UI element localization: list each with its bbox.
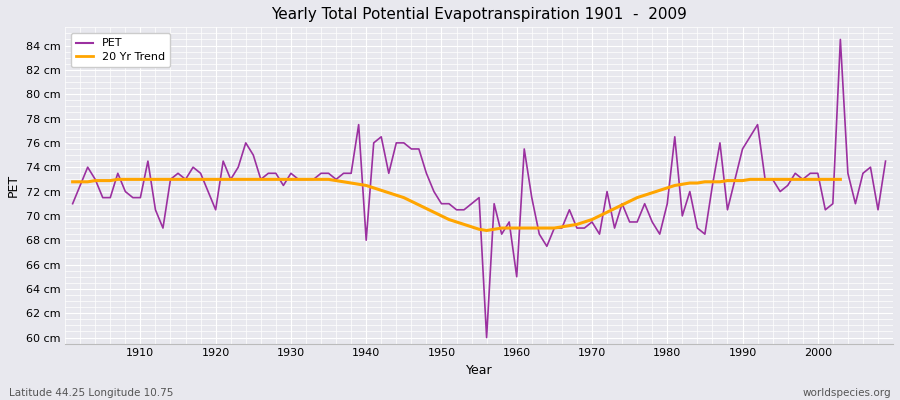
Text: Latitude 44.25 Longitude 10.75: Latitude 44.25 Longitude 10.75 — [9, 388, 174, 398]
Title: Yearly Total Potential Evapotranspiration 1901  -  2009: Yearly Total Potential Evapotranspiratio… — [271, 7, 687, 22]
Legend: PET, 20 Yr Trend: PET, 20 Yr Trend — [71, 33, 170, 67]
Text: worldspecies.org: worldspecies.org — [803, 388, 891, 398]
Y-axis label: PET: PET — [7, 174, 20, 197]
X-axis label: Year: Year — [466, 364, 492, 377]
